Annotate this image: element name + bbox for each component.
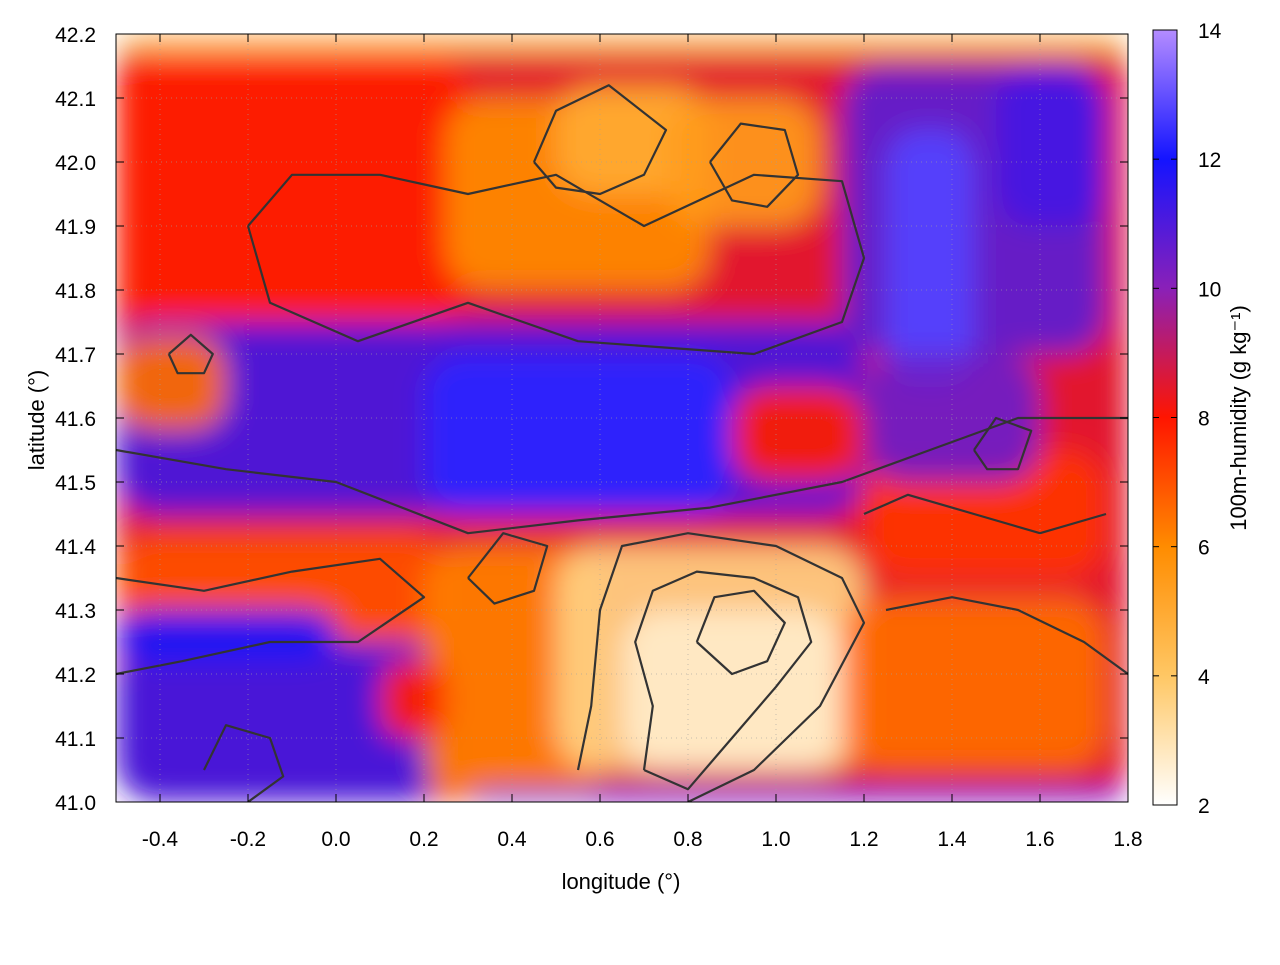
y-tick-label: 41.0 [55,792,96,815]
contour-line [709,122,800,208]
colorbar-tick-label: 8 [1198,408,1210,431]
contour-line [246,173,866,356]
x-tick-label: 0.8 [673,828,702,851]
contour-line [863,493,1107,535]
x-tick-label: 0.4 [497,828,527,851]
x-tick-label: 1.6 [1025,828,1054,851]
colorbar-tick-label: 2 [1198,795,1210,818]
x-tick-label: 0.2 [409,828,438,851]
x-tick-label: 1.0 [761,828,790,851]
heatmap-cell [424,354,732,514]
heatmap-cell [116,642,446,802]
heatmap-cell [116,334,226,431]
y-tick-label: 42.1 [55,88,96,111]
y-axis: 41.0 41.1 41.2 41.3 41.4 41.5 41.6 41.7 41.8 41.9… [55,24,1128,815]
y-tick-label: 42.2 [55,24,96,47]
heatmap-cell [842,597,1106,770]
colorbar-tick-label: 10 [1198,278,1221,301]
contour-lines [116,84,1128,802]
x-tick-label: 1.4 [937,828,967,851]
heatmap-cell [622,610,842,770]
contour-line [576,532,866,802]
colorbar: 2 4 6 8 10 12 14 100m-humidity (g kg⁻¹) [1152,20,1251,818]
colorbar-ticks: 2 4 6 8 10 12 14 [1153,20,1222,818]
x-tick-label: -0.2 [230,828,266,851]
y-tick-label: 41.7 [55,344,96,367]
heatmap-cell [116,34,1128,54]
x-tick-label: 0.6 [585,828,614,851]
y-tick-label: 41.8 [55,280,96,303]
colorbar-tick-label: 6 [1198,537,1210,560]
y-tick-label: 41.3 [55,600,96,623]
contour-line [634,570,813,791]
contour-line [203,724,285,802]
x-tick-label: 1.8 [1113,828,1142,851]
heatmap-cell [116,53,468,322]
x-tick-label: 0.0 [321,828,350,851]
contour-line [695,589,786,676]
x-tick-label: 1.2 [849,828,878,851]
contour-line [885,596,1128,675]
heatmap-cell [732,386,864,482]
heatmap-cell [886,130,974,386]
colorbar-tick-label: 14 [1198,20,1222,43]
y-tick-label: 41.1 [55,728,96,751]
x-axis-label: longitude (°) [562,869,681,894]
y-tick-label: 41.4 [55,536,96,559]
contour-line [167,333,214,375]
contour-line [467,532,549,605]
y-tick-label: 41.9 [55,216,96,239]
y-tick-label: 41.5 [55,472,96,495]
colorbar-tick-label: 12 [1198,149,1221,172]
y-tick-label: 42.0 [55,152,96,175]
contour-line [532,84,668,196]
heatmap-cell [380,661,446,738]
heatmap-cell [116,610,336,662]
contour-line [116,557,426,676]
y-tick-label: 41.2 [55,664,96,687]
colorbar-tick-label: 4 [1198,666,1210,689]
colorbar-label: 100m-humidity (g kg⁻¹) [1226,305,1251,531]
x-axis: -0.4 -0.2 0.0 0.2 0.4 0.6 0.8 1.0 1.2 1.4 1.6 1.8 [142,34,1143,851]
heatmap-cell [996,66,1106,226]
y-tick-label: 41.6 [55,408,96,431]
x-tick-label: -0.4 [142,828,179,851]
heatmap-cell [468,789,1128,802]
plot-area [115,33,1129,803]
contour-line [116,416,1128,535]
y-axis-label: latitude (°) [24,370,49,471]
contour-line [973,416,1033,471]
